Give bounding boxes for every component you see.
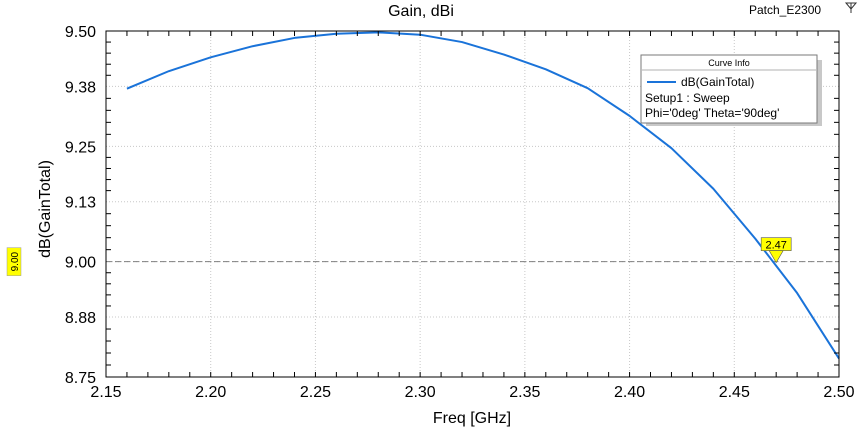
- tick-labels: 2.15 2.20 2.25 2.30 2.35 2.40 2.45 2.50 8.75 8.88…: [65, 24, 855, 401]
- y-tick-label: 9.38: [65, 79, 96, 96]
- x-tick-label: 2.50: [823, 384, 854, 401]
- series-line-gain-total: [126, 31, 840, 360]
- x-tick-label: 2.40: [614, 384, 645, 401]
- chart-title: Gain, dBi: [388, 3, 454, 20]
- y-tick-label: 9.00: [65, 255, 96, 272]
- y-tick-label: 9.50: [65, 24, 96, 41]
- x-tick-label: 2.25: [300, 384, 331, 401]
- legend-angle-line: Phi='0deg' Theta='90deg': [645, 106, 779, 120]
- y-tick-label: 9.25: [65, 139, 96, 156]
- x-tick-label: 2.35: [509, 384, 540, 401]
- y-tick-label: 9.13: [65, 195, 96, 212]
- plot-frame: [105, 30, 840, 378]
- reference-value-flag-box: [6, 247, 22, 276]
- x-tick-label: 2.45: [719, 384, 750, 401]
- project-label: Patch_E2300: [749, 3, 821, 17]
- marker-label: 2.47: [765, 240, 786, 252]
- corner-logo-icon: [844, 2, 858, 13]
- reference-value-label: 9.00: [10, 251, 21, 271]
- x-axis-label: Freq [GHz]: [433, 410, 511, 427]
- x-tick-label: 2.20: [195, 384, 226, 401]
- y-tick-label: 8.88: [65, 310, 96, 327]
- series-group: [126, 31, 840, 360]
- legend-series-name: dB(GainTotal): [681, 75, 754, 89]
- reference-value-flag[interactable]: 9.00: [6, 247, 22, 276]
- curve-info-legend[interactable]: Curve Info dB(GainTotal) Setup1 : Sweep …: [640, 54, 822, 126]
- legend-title: Curve Info: [708, 58, 750, 68]
- x-tick-label: 2.15: [90, 384, 121, 401]
- legend-box: [640, 54, 818, 124]
- marker-triangle-icon: [768, 250, 784, 264]
- x-tick-label: 2.30: [405, 384, 436, 401]
- y-tick-label: 8.75: [65, 370, 96, 387]
- y-axis-label: dB(GainTotal): [37, 160, 54, 258]
- legend-setup-line: Setup1 : Sweep: [645, 91, 730, 105]
- marker[interactable]: 2.47: [760, 237, 792, 264]
